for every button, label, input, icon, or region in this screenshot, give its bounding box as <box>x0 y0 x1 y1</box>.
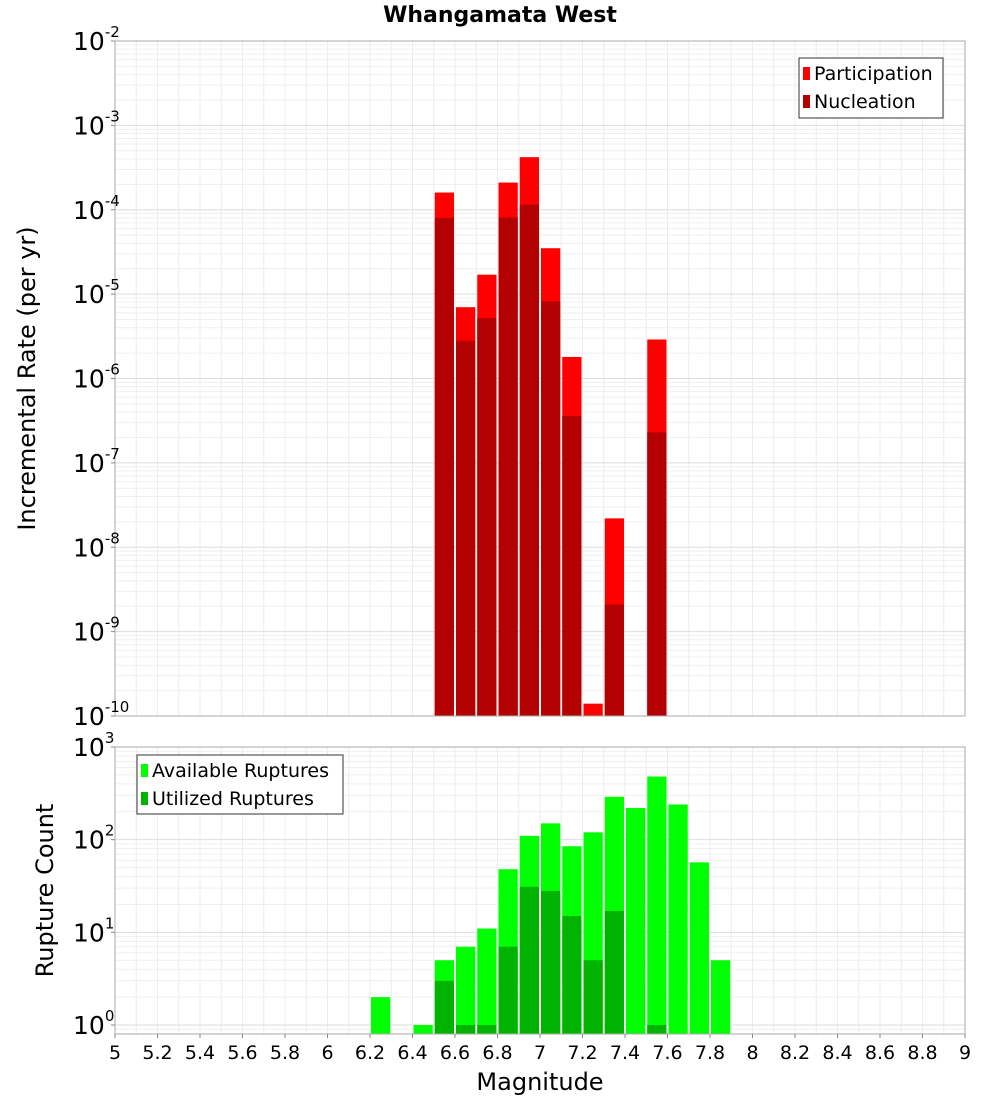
x-tick-label: 6.6 <box>440 1042 470 1064</box>
count-bar-secondary <box>456 1025 476 1034</box>
y-tick-label: 10-4 <box>73 192 120 225</box>
y-tick-label: 10-5 <box>73 276 120 309</box>
count-bar-primary <box>371 997 391 1034</box>
rate-bar-secondary <box>541 301 561 716</box>
legend-label: Utilized Ruptures <box>152 788 314 810</box>
rate-bars <box>434 157 667 717</box>
count-y-axis-label: Rupture Count <box>31 804 59 978</box>
count-bar-secondary <box>498 946 518 1034</box>
x-tick-label: 8.8 <box>907 1042 937 1064</box>
count-bar-secondary <box>477 1025 497 1034</box>
count-bar-secondary <box>647 1025 667 1034</box>
x-tick-label: 8.4 <box>822 1042 852 1064</box>
rate-plot: 10-10 10-9 10-8 10-7 10-6 10-5 10-4 10-3 10-2 In… <box>13 23 966 731</box>
count-bar-primary <box>647 776 667 1034</box>
count-bar-primary <box>711 960 731 1034</box>
count-plot: 100 101 102 103 Rupture Count Available Rup… <box>31 729 971 1096</box>
count-bars <box>371 776 731 1034</box>
rate-bar-secondary <box>477 318 497 716</box>
count-bar-secondary <box>562 916 582 1034</box>
x-tick-label: 6.4 <box>397 1042 427 1064</box>
legend-swatch <box>141 764 148 777</box>
rate-bar-secondary <box>456 340 476 716</box>
count-bar-primary <box>477 928 497 1034</box>
rate-y-ticks: 10-10 10-9 10-8 10-7 10-6 10-5 10-4 10-3 10-2 <box>73 23 129 731</box>
x-tick-label: 5 <box>109 1042 121 1064</box>
x-tick-label: 9 <box>959 1042 971 1064</box>
rate-bar-secondary <box>562 415 582 716</box>
x-axis-label: Magnitude <box>476 1068 603 1096</box>
rate-bar-secondary <box>498 217 518 717</box>
count-bar-secondary <box>434 980 454 1034</box>
rate-legend: Participation Nucleation <box>798 57 944 119</box>
y-tick-label: 10-10 <box>73 698 129 731</box>
x-ticks: 5 5.2 5.4 5.6 5.8 6 6.2 6.4 6.6 6.8 7 7.2 7.4 7.6 7.8 8… <box>109 1034 971 1064</box>
x-tick-label: 8.2 <box>780 1042 810 1064</box>
x-tick-label: 5.4 <box>185 1042 215 1064</box>
rate-bar-secondary <box>519 204 539 717</box>
y-tick-label: 10-6 <box>73 361 120 394</box>
x-tick-label: 7.8 <box>695 1042 725 1064</box>
x-tick-label: 6.2 <box>355 1042 385 1064</box>
count-bar-secondary <box>604 910 624 1034</box>
legend-swatch <box>141 792 148 805</box>
rate-y-axis-label: Incremental Rate (per yr) <box>13 226 41 530</box>
rate-bar-secondary <box>434 217 454 716</box>
x-tick-label: 7 <box>534 1042 546 1064</box>
rate-plot-grid <box>114 40 966 717</box>
rate-bar-secondary <box>604 604 624 716</box>
x-tick-label: 6.8 <box>482 1042 512 1064</box>
x-tick-label: 6 <box>321 1042 333 1064</box>
count-bar-primary <box>689 862 709 1034</box>
count-plot-grid <box>114 746 966 1035</box>
y-tick-label: 10-7 <box>73 445 120 478</box>
x-tick-label: 7.6 <box>652 1042 682 1064</box>
count-bar-primary <box>413 1025 433 1034</box>
y-tick-label: 10-9 <box>73 614 120 647</box>
y-tick-label: 101 <box>73 914 114 947</box>
count-bar-primary <box>456 946 476 1034</box>
x-tick-label: 5.8 <box>270 1042 300 1064</box>
count-y-ticks: 100 101 102 103 <box>73 729 115 1040</box>
y-tick-label: 10-8 <box>73 529 120 562</box>
y-tick-label: 102 <box>73 822 114 855</box>
chart-title: Whangamata West <box>383 3 617 28</box>
rate-bar-primary <box>583 703 603 716</box>
count-bar-secondary <box>583 960 603 1034</box>
x-tick-label: 8.6 <box>865 1042 895 1064</box>
legend-label: Available Ruptures <box>152 760 329 782</box>
y-tick-label: 10-3 <box>73 107 120 140</box>
y-tick-label: 100 <box>73 1007 114 1040</box>
y-tick-label: 103 <box>73 729 114 762</box>
x-tick-label: 7.4 <box>610 1042 640 1064</box>
y-tick-label: 10-2 <box>73 23 120 56</box>
legend-label: Participation <box>814 63 933 85</box>
count-bar-secondary <box>541 890 561 1034</box>
count-bar-primary <box>668 804 688 1034</box>
x-tick-label: 5.2 <box>142 1042 172 1064</box>
rate-bar-secondary <box>647 432 667 716</box>
legend-swatch <box>803 67 810 80</box>
x-tick-label: 5.6 <box>227 1042 257 1064</box>
legend-label: Nucleation <box>814 91 916 113</box>
count-bar-secondary <box>519 886 539 1034</box>
count-bar-primary <box>626 807 646 1034</box>
legend-box <box>136 754 344 815</box>
count-legend: Available Ruptures Utilized Ruptures <box>136 754 344 815</box>
legend-swatch <box>803 95 810 108</box>
x-tick-label: 8 <box>746 1042 758 1064</box>
x-tick-label: 7.2 <box>567 1042 597 1064</box>
legend-box <box>798 57 944 119</box>
